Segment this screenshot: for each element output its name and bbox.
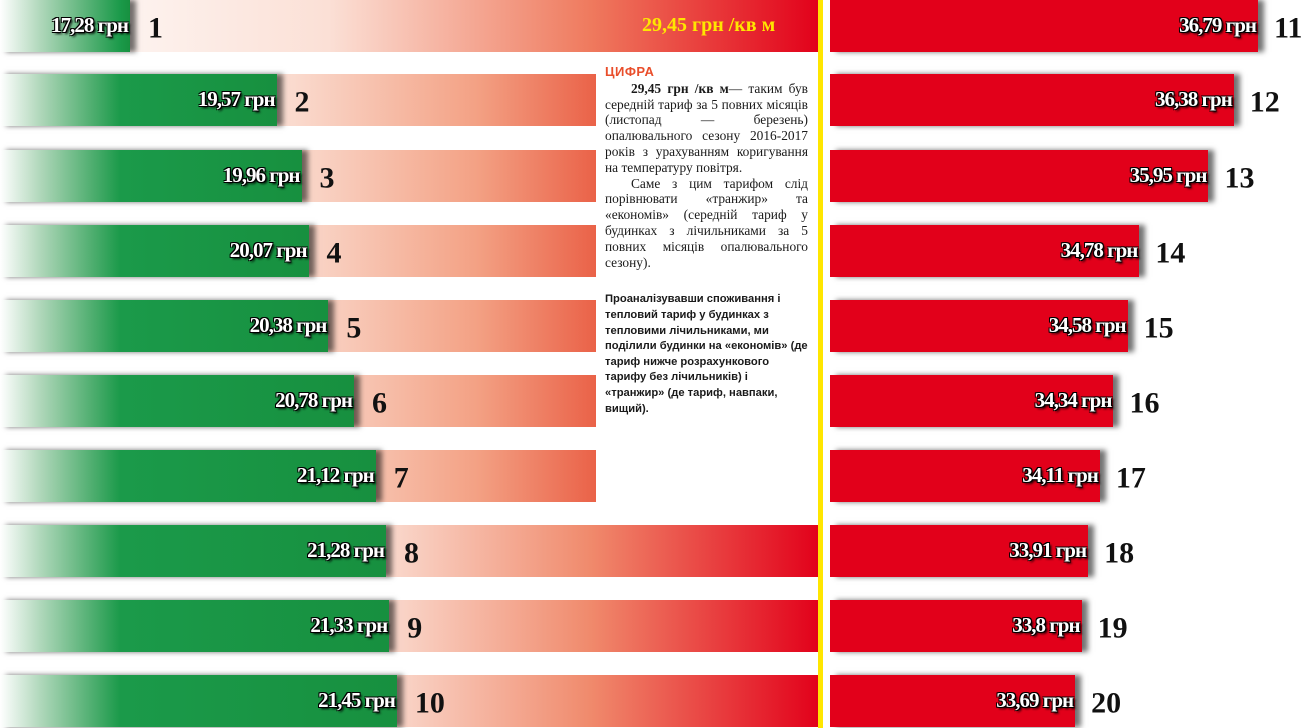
- info-sidebar: ЦИФРА 29,45 грн /кв м— таким був середні…: [605, 64, 808, 417]
- bar-row-3: 19,96 грн 3 35,95 грн 13: [0, 150, 1314, 202]
- rank-label-4: 4: [326, 236, 342, 270]
- bar-above-average-16: [830, 375, 1114, 427]
- bar-below-average-8: [0, 525, 386, 577]
- rank-label-12: 12: [1249, 85, 1280, 119]
- sidebar-paragraph-1-text: — таким був середній тариф за 5 повних м…: [605, 80, 808, 175]
- bar-row-5: 20,38 грн 5 34,58 грн 15: [0, 300, 1314, 352]
- bar-above-average-20: [830, 675, 1076, 727]
- rank-label-1: 1: [148, 11, 163, 45]
- rank-label-7: 7: [393, 461, 409, 495]
- bar-above-average-12: [830, 74, 1234, 126]
- bar-above-average-13: [830, 150, 1209, 202]
- bar-above-average-15: [830, 300, 1128, 352]
- bar-row-7: 21,12 грн 7 34,11 грн 17: [0, 450, 1314, 502]
- rank-label-9: 9: [407, 611, 423, 645]
- data-label-18: 33,91 грн: [1009, 538, 1087, 562]
- rank-label-11: 11: [1274, 11, 1303, 45]
- bar-below-average-6: [0, 375, 354, 427]
- rank-label-15: 15: [1143, 311, 1174, 345]
- data-label-6: 20,78 грн: [275, 388, 353, 412]
- bar-above-average-11: [830, 0, 1258, 52]
- bar-above-average-14: [830, 225, 1140, 277]
- data-label-14: 34,78 грн: [1060, 238, 1139, 262]
- bar-below-average-2: [0, 74, 277, 126]
- bar-below-average-4: [0, 225, 309, 277]
- bar-row-1: 17,28 грн 1 36,79 грн 11: [0, 0, 1314, 52]
- data-label-4: 20,07 грн: [229, 238, 308, 262]
- bar-row-10: 21,45 грн 10 33,69 грн 20: [0, 675, 1314, 727]
- bar-below-average-10: [0, 675, 397, 727]
- data-label-1: 17,28 грн: [51, 13, 129, 37]
- rank-label-19: 19: [1097, 611, 1128, 645]
- data-label-11: 36,79 грн: [1179, 13, 1257, 37]
- bar-below-average-5: [0, 300, 329, 352]
- rank-label-8: 8: [404, 536, 419, 570]
- bar-below-average-3: [0, 150, 302, 202]
- rank-label-13: 13: [1224, 161, 1255, 195]
- sidebar-note: Проаналізувавши споживання і тепловий та…: [605, 293, 808, 415]
- rank-label-16: 16: [1129, 386, 1160, 420]
- bar-below-average-7: [0, 450, 376, 502]
- data-label-9: 21,33 грн: [310, 613, 388, 637]
- data-label-12: 36,38 грн: [1154, 87, 1233, 111]
- rank-label-18: 18: [1104, 536, 1135, 570]
- sidebar-heading: ЦИФРА: [605, 64, 655, 79]
- bar-row-6: 20,78 грн 6 34,34 грн 16: [0, 375, 1314, 427]
- bar-above-average-19: [830, 600, 1082, 652]
- bar-row-2: 19,57 грн 2 36,38 грн 12: [0, 74, 1314, 126]
- sidebar-lead: 29,45 грн /кв м: [631, 80, 729, 96]
- sidebar-paragraph-2: Саме з цим тарифом слід порівнювати «тра…: [605, 175, 808, 270]
- bar-row-9: 21,33 грн 9 33,8 грн 19: [0, 600, 1314, 652]
- data-label-17: 34,11 грн: [1022, 463, 1099, 487]
- data-label-3: 19,96 грн: [222, 163, 301, 187]
- bar-row-8: 21,28 грн 8 33,91 грн 18: [0, 525, 1314, 577]
- data-label-19: 33,8 грн: [1012, 613, 1080, 637]
- rank-label-14: 14: [1155, 236, 1186, 270]
- average-label: 29,45 грн /кв м: [642, 14, 776, 36]
- bar-above-average-18: [830, 525, 1089, 577]
- rank-label-20: 20: [1091, 686, 1122, 720]
- bar-row-4: 20,07 грн 4 34,78 грн 14: [0, 225, 1314, 277]
- rank-label-2: 2: [294, 85, 310, 119]
- data-label-8: 21,28 грн: [307, 538, 385, 562]
- rank-label-6: 6: [372, 386, 387, 420]
- rank-label-3: 3: [319, 161, 335, 195]
- bar-below-average-1: [0, 0, 130, 52]
- data-label-16: 34,34 грн: [1034, 388, 1113, 412]
- bar-above-average-17: [830, 450, 1100, 502]
- data-label-20: 33,69 грн: [996, 688, 1074, 712]
- rank-label-10: 10: [414, 686, 445, 720]
- data-label-7: 21,12 грн: [296, 463, 375, 487]
- data-label-10: 21,45 грн: [318, 688, 396, 712]
- data-label-13: 35,95 грн: [1129, 163, 1208, 187]
- data-label-2: 19,57 грн: [197, 87, 276, 111]
- rank-label-5: 5: [346, 311, 362, 345]
- data-label-5: 20,38 грн: [249, 313, 328, 337]
- bar-below-average-9: [0, 600, 390, 652]
- gap-to-average-band: [0, 0, 820, 52]
- rank-label-17: 17: [1115, 461, 1146, 495]
- average-divider-line: [818, 0, 823, 728]
- data-label-15: 34,58 грн: [1048, 313, 1127, 337]
- sidebar-paragraph-1: 29,45 грн /кв м— таким був середній тари…: [605, 81, 808, 176]
